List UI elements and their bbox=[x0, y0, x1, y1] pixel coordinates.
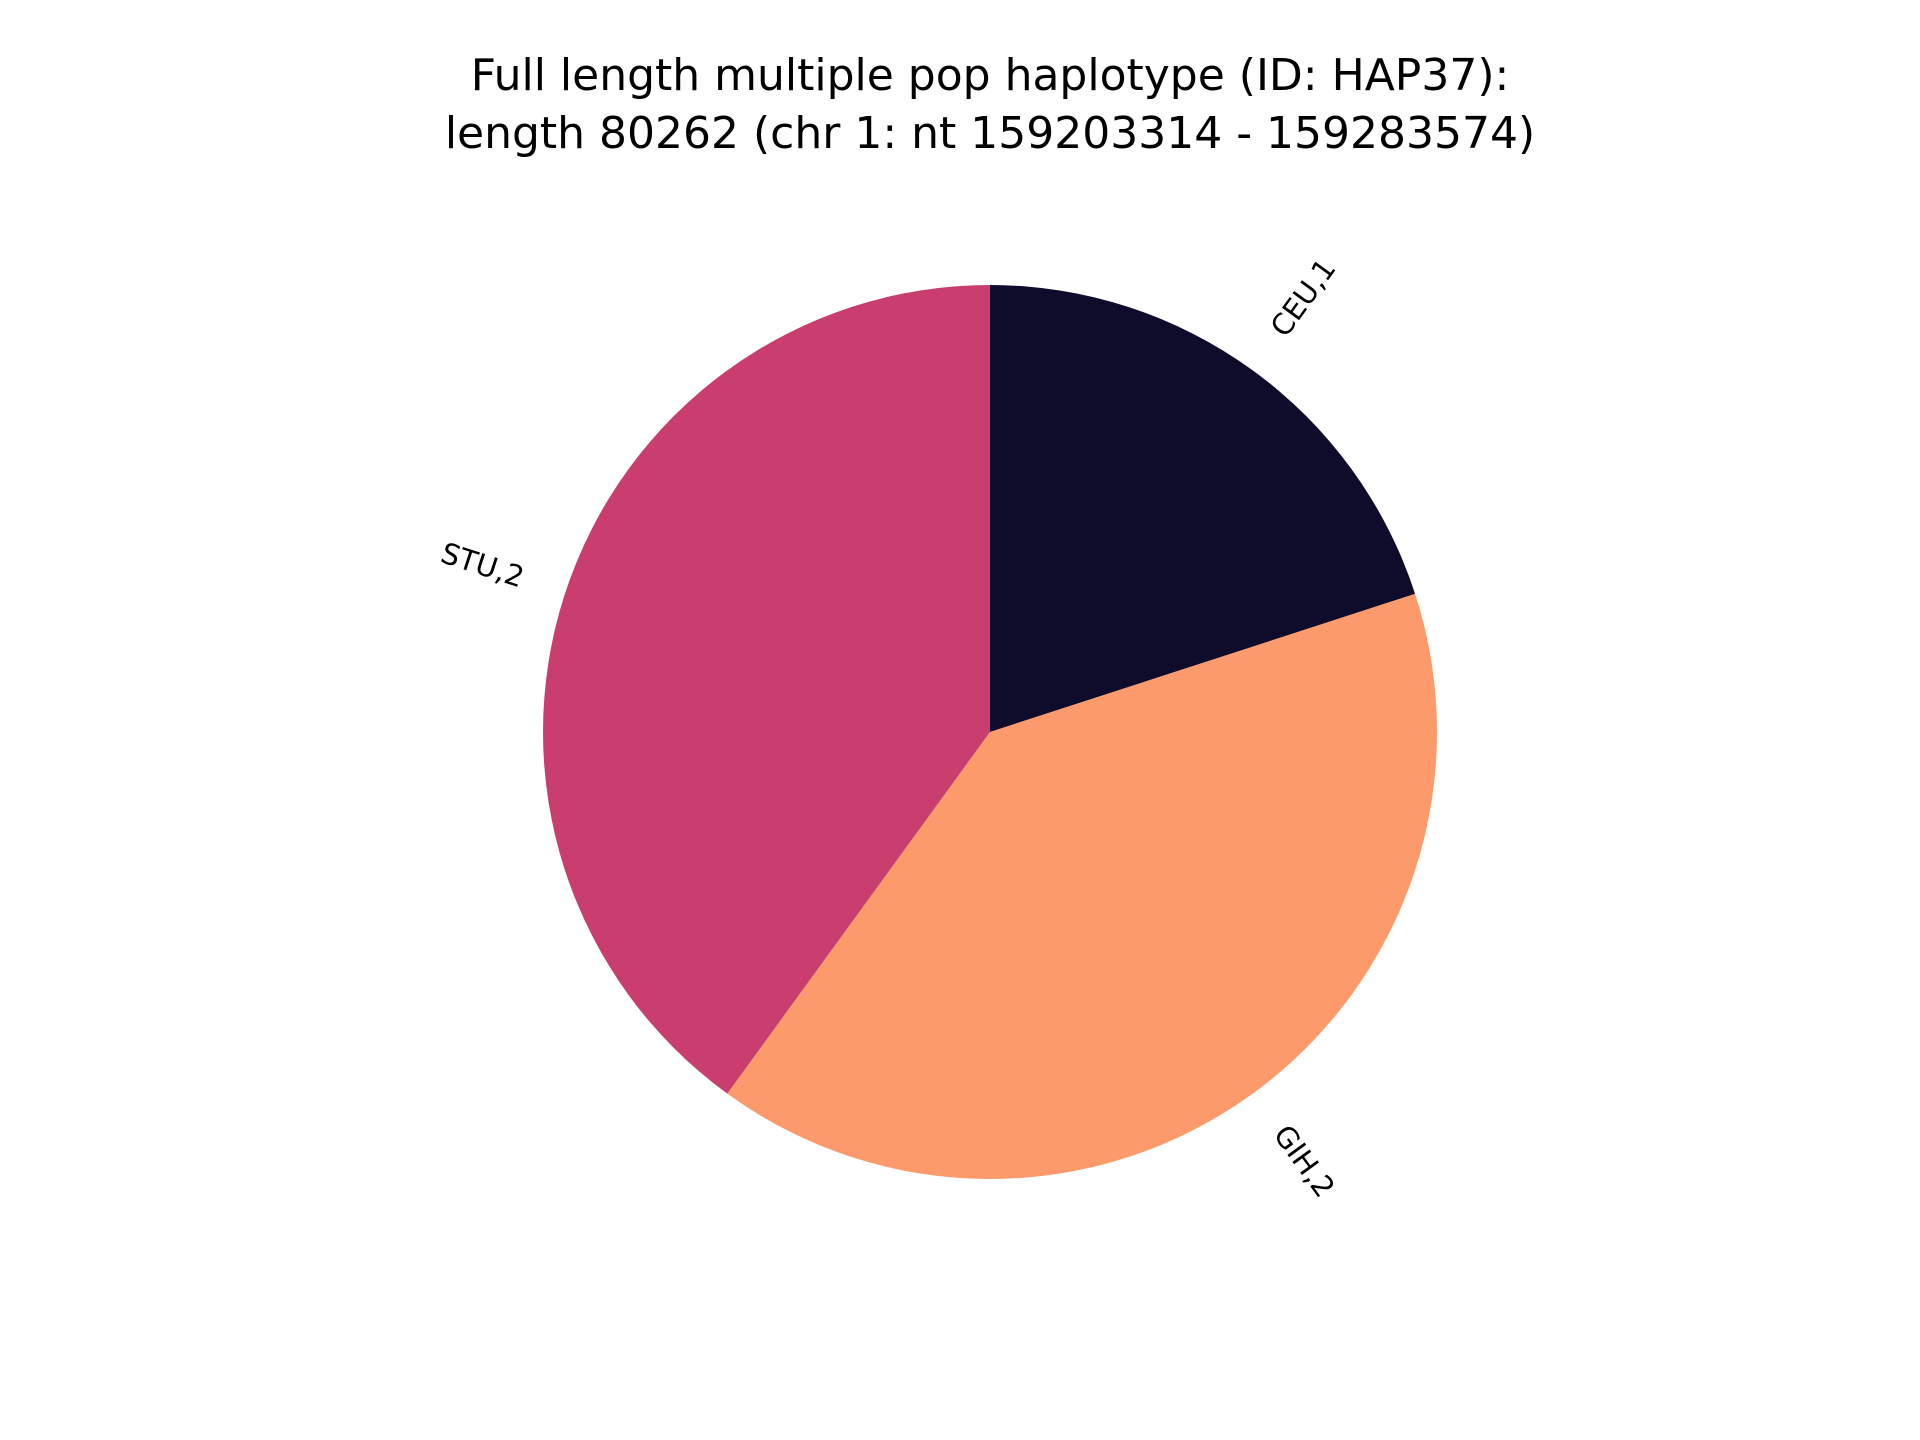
pie-slice-ceu bbox=[990, 285, 1416, 732]
pie-slice-stu bbox=[543, 285, 990, 1094]
chart-title-line-2: length 80262 (chr 1: nt 159203314 - 1592… bbox=[445, 108, 1535, 159]
pie-slices bbox=[543, 285, 1438, 1179]
pie-label-gih: GIH,2 bbox=[1267, 1119, 1342, 1204]
chart-title-line-1: Full length multiple pop haplotype (ID: … bbox=[471, 50, 1510, 101]
pie-label-stu: STU,2 bbox=[437, 536, 528, 595]
pie-label-ceu: CEU,1 bbox=[1264, 252, 1343, 343]
pie-slice-gih bbox=[727, 593, 1438, 1179]
